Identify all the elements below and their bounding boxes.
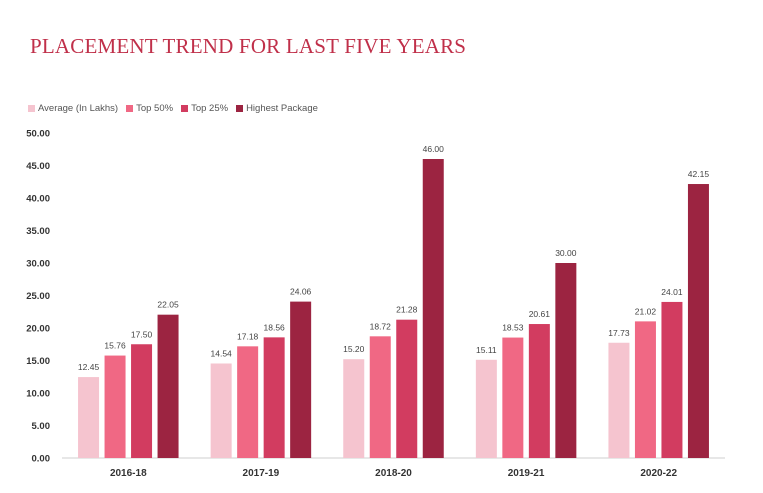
bar [528, 324, 550, 458]
bar [237, 346, 259, 458]
bar [210, 363, 232, 458]
legend-swatch [236, 105, 244, 112]
data-label: 24.06 [290, 287, 312, 297]
data-label: 15.76 [104, 341, 126, 351]
bar [104, 355, 126, 458]
y-tick-label: 0.00 [32, 454, 51, 465]
y-tick-label: 40.00 [26, 194, 50, 205]
y-tick-label: 15.00 [26, 356, 50, 367]
data-label: 18.53 [502, 323, 524, 333]
bar [263, 337, 285, 458]
data-label: 15.20 [343, 344, 365, 354]
data-label: 17.73 [608, 328, 630, 338]
data-label: 30.00 [555, 248, 577, 258]
data-label: 24.01 [661, 287, 683, 297]
data-label: 18.56 [264, 322, 286, 332]
data-label: 20.61 [529, 309, 551, 319]
bar [687, 184, 709, 458]
data-label: 14.54 [211, 348, 233, 358]
bar [422, 159, 444, 458]
x-tick-label: 2017-19 [243, 468, 280, 479]
x-tick-label: 2020-22 [640, 468, 677, 479]
y-tick-label: 25.00 [26, 291, 50, 302]
bar [475, 359, 497, 458]
bar [555, 263, 577, 458]
data-label: 22.05 [157, 300, 179, 310]
data-label: 18.72 [370, 321, 392, 331]
bar [661, 301, 683, 458]
y-tick-label: 35.00 [26, 226, 50, 237]
y-tick-label: 5.00 [32, 421, 51, 432]
bar [131, 344, 153, 458]
legend-item: Highest Package [236, 103, 318, 114]
legend-item: Top 50% [126, 103, 173, 114]
data-label: 42.15 [688, 169, 710, 179]
bar [78, 377, 100, 458]
y-tick-label: 20.00 [26, 324, 50, 335]
bar [396, 319, 418, 458]
legend-item: Top 25% [181, 103, 228, 114]
y-tick-label: 45.00 [26, 161, 50, 172]
data-label: 21.28 [396, 305, 418, 315]
y-tick-label: 30.00 [26, 259, 50, 270]
data-label: 17.50 [131, 329, 153, 339]
legend-swatch [28, 105, 35, 112]
legend-swatch [126, 105, 134, 112]
chart-legend: Average (In Lakhs) Top 50% Top 25% Highest … [28, 103, 318, 114]
bar [343, 359, 365, 458]
bar [608, 342, 630, 458]
bar [157, 314, 179, 458]
data-label: 12.45 [78, 362, 100, 372]
legend-label: Highest Package [246, 103, 318, 114]
bar [290, 301, 312, 458]
bar [634, 321, 656, 458]
legend-swatch [181, 105, 189, 112]
data-label: 15.11 [476, 345, 497, 355]
legend-label: Average (In Lakhs) [38, 103, 119, 114]
x-tick-label: 2019-21 [508, 468, 545, 479]
y-tick-label: 50.00 [26, 129, 50, 140]
y-tick-label: 10.00 [26, 389, 50, 400]
bar [369, 336, 391, 458]
data-label: 46.00 [423, 144, 445, 154]
bar [502, 337, 524, 458]
x-tick-label: 2018-20 [375, 468, 412, 479]
legend-label: Top 25% [191, 103, 229, 114]
x-tick-label: 2016-18 [110, 468, 147, 479]
data-label: 17.18 [237, 331, 259, 341]
data-label: 21.02 [635, 306, 657, 316]
chart-title: PLACEMENT TREND FOR LAST FIVE YEARS [30, 34, 467, 58]
legend-label: Top 50% [136, 103, 174, 114]
legend-item: Average (In Lakhs) [28, 103, 118, 114]
